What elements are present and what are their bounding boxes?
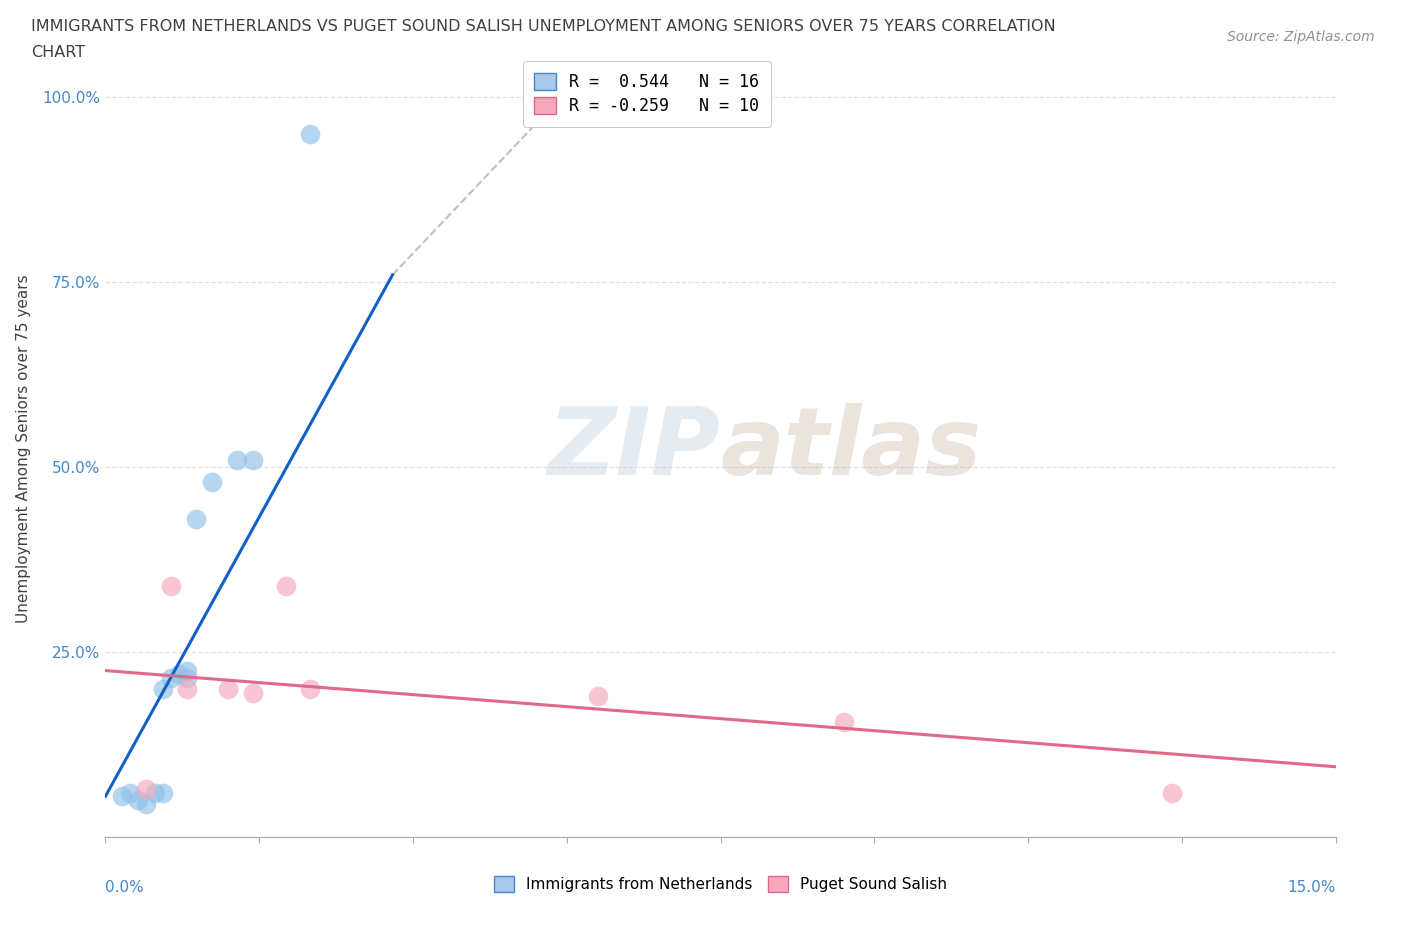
Y-axis label: Unemployment Among Seniors over 75 years: Unemployment Among Seniors over 75 years <box>17 274 31 623</box>
Point <box>176 671 198 685</box>
Point <box>152 682 174 697</box>
Point <box>135 781 157 796</box>
Point <box>1160 785 1182 800</box>
Point <box>242 685 264 700</box>
Point <box>127 792 149 807</box>
Point <box>120 785 141 800</box>
Point <box>242 452 264 467</box>
Point <box>201 474 224 489</box>
Point <box>176 682 198 697</box>
Point <box>218 682 240 697</box>
Point <box>160 578 183 593</box>
Text: atlas: atlas <box>721 403 981 495</box>
Point <box>586 689 609 704</box>
Point <box>160 671 183 685</box>
Text: 15.0%: 15.0% <box>1288 880 1336 895</box>
Point <box>274 578 297 593</box>
Point <box>832 715 855 730</box>
Text: IMMIGRANTS FROM NETHERLANDS VS PUGET SOUND SALISH UNEMPLOYMENT AMONG SENIORS OVE: IMMIGRANTS FROM NETHERLANDS VS PUGET SOU… <box>31 19 1056 33</box>
Text: CHART: CHART <box>31 45 84 60</box>
Legend: Immigrants from Netherlands, Puget Sound Salish: Immigrants from Netherlands, Puget Sound… <box>484 866 957 903</box>
Text: 0.0%: 0.0% <box>105 880 145 895</box>
Point <box>135 796 157 811</box>
Point <box>176 663 198 678</box>
Point <box>152 785 174 800</box>
Text: Source: ZipAtlas.com: Source: ZipAtlas.com <box>1227 30 1375 44</box>
Text: ZIP: ZIP <box>548 403 721 495</box>
Point <box>169 667 191 682</box>
Point <box>111 789 134 804</box>
Point <box>184 512 207 526</box>
Point <box>225 452 247 467</box>
Point <box>299 682 322 697</box>
Point <box>299 127 322 142</box>
Point <box>143 785 166 800</box>
